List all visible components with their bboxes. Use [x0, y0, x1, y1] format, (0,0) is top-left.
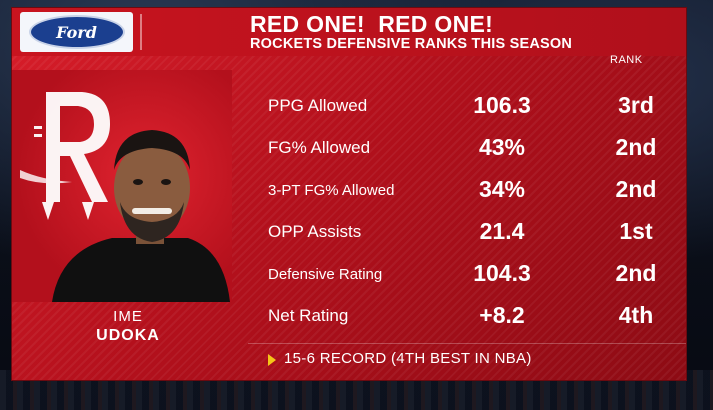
stat-rank: 2nd — [615, 134, 657, 160]
sponsor-logo: Ford — [20, 12, 133, 52]
stat-label: PPG Allowed — [268, 96, 368, 115]
stat-value: 104.3 — [473, 260, 531, 286]
player-name: IME UDOKA — [12, 308, 244, 345]
player-headshot — [52, 130, 230, 302]
stat-row: Net Rating +8.2 4th — [244, 294, 686, 336]
headline: RED ONE! RED ONE! — [250, 11, 494, 37]
player-first-name: IME — [113, 308, 143, 325]
stat-label: OPP Assists — [268, 222, 362, 241]
rockets-logo-and-player — [20, 92, 230, 302]
subheadline: ROCKETS DEFENSIVE RANKS THIS SEASON — [250, 36, 573, 52]
stat-row: Defensive Rating 104.3 2nd — [244, 252, 686, 294]
stat-row: 3-PT FG% Allowed 34% 2nd — [244, 168, 686, 210]
record-text: 15-6 RECORD (4TH BEST IN NBA) — [284, 350, 532, 367]
stat-value: +8.2 — [479, 302, 525, 328]
stat-row: FG% Allowed 43% 2nd — [244, 126, 686, 168]
stat-rank: 1st — [619, 218, 653, 244]
stat-rank: 3rd — [618, 92, 654, 118]
stat-value: 106.3 — [473, 92, 531, 118]
graphic-panel: Ford RED ONE! RED ONE! ROCKETS DEFENSIVE… — [12, 8, 686, 380]
stat-rank: 4th — [618, 302, 654, 328]
stat-label: FG% Allowed — [268, 138, 371, 157]
stat-label: 3-PT FG% Allowed — [268, 182, 395, 199]
footer-bar: 15-6 RECORD (4TH BEST IN NBA) — [248, 343, 686, 376]
triangle-right-icon — [268, 354, 276, 366]
rank-column-header: RANK — [610, 54, 643, 66]
stat-label: Net Rating — [268, 306, 349, 325]
player-photo-card — [12, 70, 232, 302]
stat-value: 34% — [478, 176, 526, 202]
stat-label: Defensive Rating — [268, 266, 383, 283]
stat-row: OPP Assists 21.4 1st — [244, 210, 686, 252]
stat-rank: 2nd — [615, 260, 657, 286]
ford-logo-icon: Ford — [28, 15, 125, 49]
stat-value: 43% — [478, 134, 526, 160]
rockets-r-logo-icon — [20, 92, 110, 220]
stat-row: PPG Allowed 106.3 3rd — [244, 84, 686, 126]
player-last-name: UDOKA — [96, 327, 160, 344]
header-divider — [140, 14, 142, 50]
stat-value: 21.4 — [479, 218, 525, 244]
stat-rank: 2nd — [615, 176, 657, 202]
